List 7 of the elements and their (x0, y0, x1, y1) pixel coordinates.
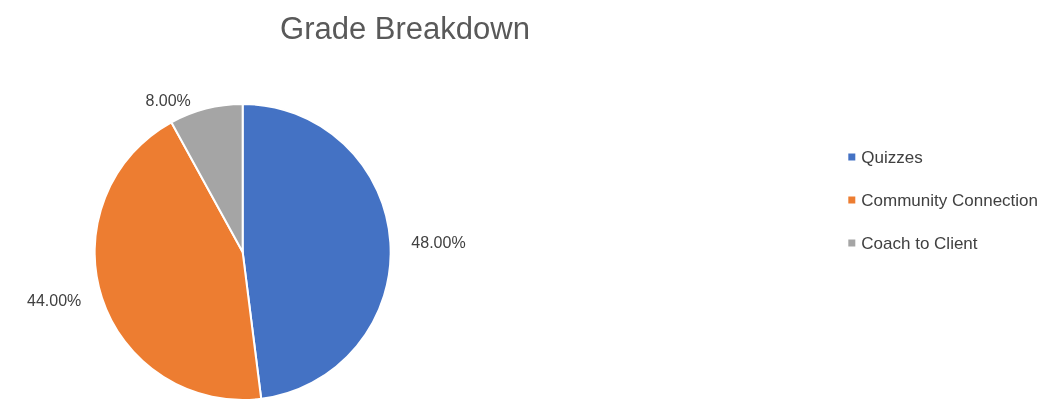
data-label: 8.00% (145, 92, 191, 110)
data-label: 44.00% (27, 291, 82, 309)
chart-title: Grade Breakdown (280, 11, 530, 46)
legend-label: Community Connection (861, 190, 1039, 210)
legend-label: Quizzes (861, 147, 923, 167)
data-label: 48.00% (411, 233, 466, 251)
legend-label: Coach to Client (861, 233, 978, 253)
